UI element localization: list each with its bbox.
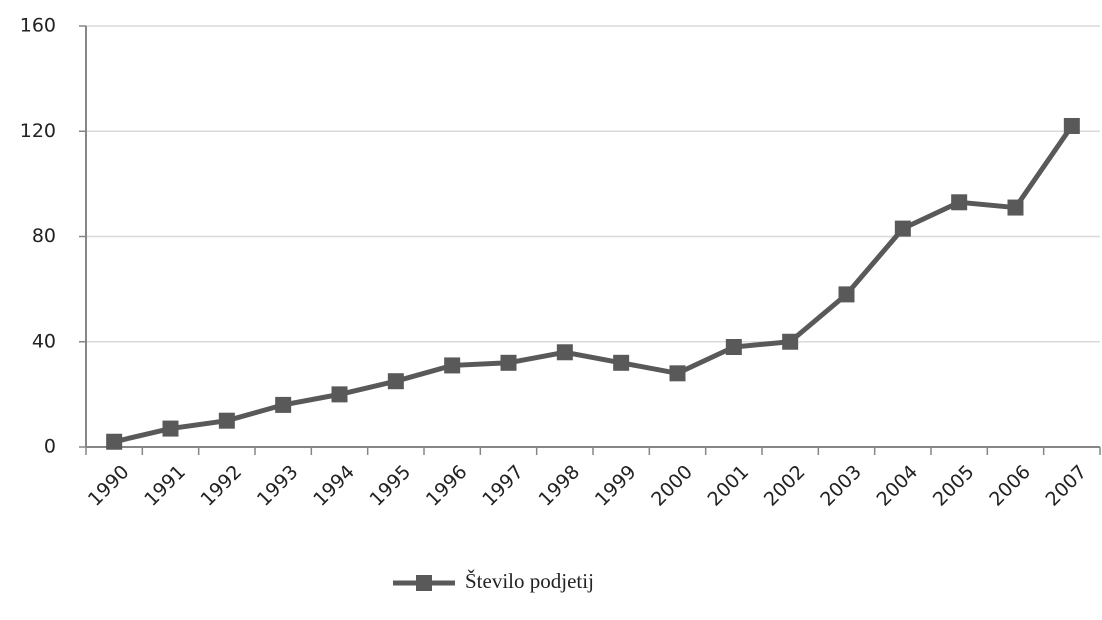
legend-label: Število podjetij xyxy=(465,569,594,593)
point-marker xyxy=(1063,117,1080,134)
point-marker xyxy=(951,194,968,211)
point-marker xyxy=(1007,199,1024,216)
y-tick-label: 160 xyxy=(20,15,56,37)
x-tick-label: 2006 xyxy=(985,461,1035,511)
x-tick-label: 1997 xyxy=(478,461,528,511)
x-tick-label: 2005 xyxy=(929,461,979,511)
x-tick-label: 2007 xyxy=(1042,461,1092,511)
point-marker xyxy=(725,339,742,356)
point-marker xyxy=(331,386,348,403)
y-tick-label: 80 xyxy=(32,225,56,247)
x-tick-label: 1991 xyxy=(140,461,190,511)
point-marker xyxy=(556,344,573,361)
x-tick-label: 1992 xyxy=(197,461,247,511)
y-tick-label: 0 xyxy=(44,436,56,458)
x-tick-label: 1995 xyxy=(366,461,416,511)
x-tick-label: 1999 xyxy=(591,461,641,511)
point-marker xyxy=(218,412,235,429)
point-marker xyxy=(444,357,461,374)
point-marker xyxy=(162,420,179,437)
point-marker xyxy=(613,354,630,371)
series-line xyxy=(113,124,1074,445)
y-tick-label: 40 xyxy=(32,330,56,352)
x-tick-label: 2002 xyxy=(760,461,810,511)
point-marker xyxy=(500,354,517,371)
point-marker xyxy=(387,373,404,390)
x-tick-label: 1990 xyxy=(84,461,134,511)
point-marker xyxy=(894,220,911,237)
legend-marker xyxy=(416,575,432,591)
x-tick-label: 1996 xyxy=(422,461,472,511)
x-tick-label: 2004 xyxy=(873,461,923,511)
point-marker xyxy=(106,433,123,450)
point-marker xyxy=(275,396,292,413)
y-tick-label: 120 xyxy=(20,120,56,142)
point-marker xyxy=(782,333,799,350)
x-tick-label: 2001 xyxy=(704,461,754,511)
x-tick-label: 2003 xyxy=(816,461,866,511)
x-tick-label: 1994 xyxy=(309,461,359,511)
x-tick-label: 2000 xyxy=(647,461,697,511)
point-marker xyxy=(669,365,686,382)
point-marker xyxy=(838,286,855,303)
x-tick-label: 1998 xyxy=(535,461,585,511)
x-tick-label: 1993 xyxy=(253,461,303,511)
